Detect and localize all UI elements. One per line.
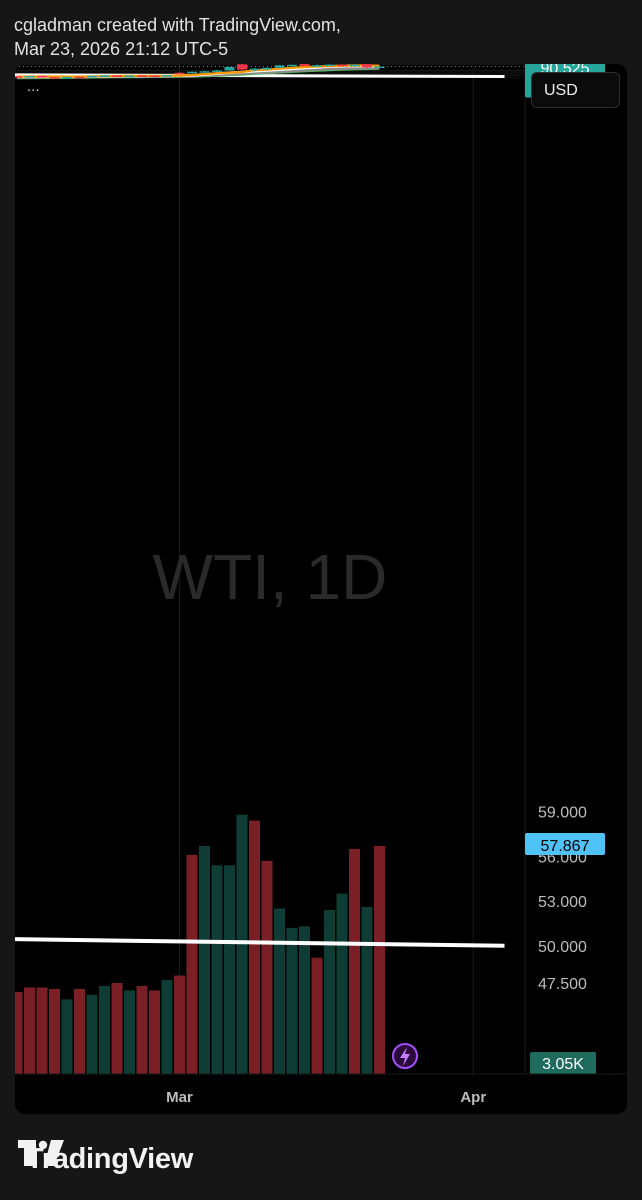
candles <box>15 64 385 79</box>
candle-body <box>112 75 122 77</box>
volume-bar <box>161 980 173 1074</box>
candle-body <box>174 72 185 75</box>
candle-body <box>87 75 97 78</box>
volume-bar <box>224 865 235 1074</box>
currency-button[interactable]: USD <box>531 72 620 108</box>
volume-bar <box>186 854 198 1074</box>
candle-body <box>162 75 172 77</box>
chart-menu-button[interactable]: ... <box>27 78 40 95</box>
watermark-text: WTI, 1D <box>153 541 388 613</box>
candle-body <box>99 75 110 77</box>
volume-bar <box>299 926 310 1074</box>
price-trendline <box>15 73 505 79</box>
candle-body <box>37 75 47 78</box>
volume-bar <box>99 985 110 1074</box>
volume-bar <box>211 865 223 1074</box>
candle-body <box>287 64 297 67</box>
volume-tick-label: 59.000 <box>538 805 587 822</box>
volume-bar <box>74 988 85 1074</box>
volume-bars <box>15 814 385 1074</box>
candle-body <box>249 68 260 71</box>
volume-bar <box>86 994 98 1074</box>
volume-bar <box>111 983 123 1074</box>
candle-body <box>15 76 22 78</box>
candle-body <box>149 75 160 78</box>
volume-indicator-label: 57.867 <box>525 833 605 855</box>
volume-indicator-label-text: 57.867 <box>541 838 590 855</box>
volume-trendline <box>15 937 505 948</box>
volume-bar <box>49 988 60 1074</box>
candle-body <box>199 71 210 73</box>
volume-value-label: 3.05K <box>530 1052 596 1074</box>
candle-body <box>124 75 135 78</box>
volume-bar <box>336 893 348 1074</box>
candle-body <box>362 64 372 68</box>
candle-body <box>24 76 35 78</box>
candle-body <box>337 64 347 67</box>
volume-bar <box>274 908 285 1074</box>
volume-bar <box>15 991 23 1074</box>
volume-tick-label: 53.000 <box>538 894 587 911</box>
volume-value-label-text: 3.05K <box>542 1056 584 1073</box>
candle-body <box>49 77 60 79</box>
lightning-icon <box>392 1043 418 1069</box>
candle-body <box>312 65 322 67</box>
volume-bar <box>261 860 273 1074</box>
volume-bar <box>199 845 210 1074</box>
candle-body <box>349 64 360 67</box>
chart-panel[interactable]: WTI, 1D82.000130.000122.000114.000106.00… <box>15 64 627 1114</box>
candle-body <box>374 66 385 69</box>
candle-body <box>299 64 310 67</box>
candlestick-chart[interactable]: WTI, 1D82.000130.000122.000114.000106.00… <box>15 64 627 1114</box>
volume-bar <box>311 957 323 1074</box>
volume-bar <box>361 907 373 1074</box>
candle-body <box>324 64 335 67</box>
candle-body <box>212 70 222 73</box>
candle-body <box>262 67 272 70</box>
timestamp-line: Mar 23, 2026 21:12 UTC-5 <box>14 39 229 59</box>
volume-bar <box>374 845 385 1074</box>
time-tick-label: Apr <box>460 1089 486 1106</box>
volume-bar <box>136 985 148 1074</box>
candle-body <box>137 75 147 77</box>
volume-bar <box>349 848 360 1074</box>
volume-bar <box>24 987 35 1074</box>
time-axis-bg <box>15 1074 627 1114</box>
volume-tick-label: 50.000 <box>538 939 587 956</box>
volume-bar <box>249 820 260 1074</box>
volume-bar <box>174 975 185 1074</box>
chart-header: cgladman created with TradingView.com, M… <box>14 13 341 61</box>
volume-bar <box>324 909 335 1074</box>
candle-body <box>187 71 197 74</box>
candle-body <box>224 66 235 71</box>
volume-bar <box>149 990 160 1074</box>
volume-bar <box>124 990 135 1074</box>
candle-body <box>237 64 247 70</box>
tradingview-logo-icon <box>18 1140 64 1166</box>
author-line: cgladman created with TradingView.com, <box>14 15 341 35</box>
time-tick-label: Mar <box>166 1089 193 1106</box>
candle-body <box>62 76 72 79</box>
volume-bar <box>236 814 248 1074</box>
volume-bar <box>61 999 73 1074</box>
volume-bar <box>286 927 298 1074</box>
volume-bar <box>36 987 48 1074</box>
tradingview-footer: TradingView <box>18 1140 193 1178</box>
candle-body <box>74 76 85 79</box>
volume-tick-label: 47.500 <box>538 976 587 993</box>
